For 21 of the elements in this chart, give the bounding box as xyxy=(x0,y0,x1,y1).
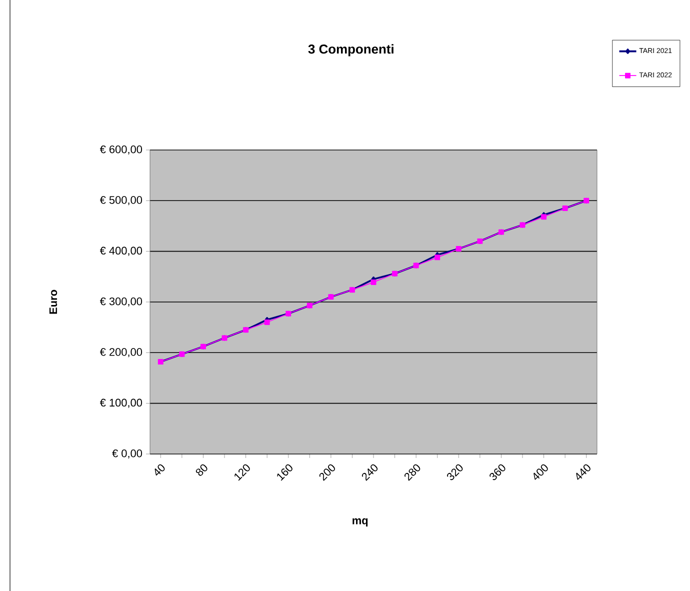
x-tick-label: 360 xyxy=(490,464,506,480)
x-tick-label: 200 xyxy=(319,464,335,481)
x-tick-label: 280 xyxy=(404,464,420,481)
y-tick-label: € 300,00 xyxy=(100,297,142,307)
y-tick-label: € 0,00 xyxy=(112,449,142,459)
x-axis-title: mq xyxy=(352,518,368,526)
x-tick-label: 120 xyxy=(234,464,250,481)
y-tick-label: € 500,00 xyxy=(100,196,142,206)
y-axis-title: Euro xyxy=(49,290,58,314)
x-tick-label: 40 xyxy=(154,464,165,476)
x-tick-label: 400 xyxy=(534,464,548,480)
y-tick-label: € 200,00 xyxy=(100,348,142,358)
x-tick-label: 80 xyxy=(196,464,208,476)
y-tick-label: € 600,00 xyxy=(100,145,142,155)
x-tick-label: 160 xyxy=(277,464,292,481)
x-tick-label: 440 xyxy=(576,464,590,480)
y-tick-label: € 100,00 xyxy=(100,398,142,408)
x-tick-label: 240 xyxy=(362,464,378,481)
x-tick-label: 320 xyxy=(447,464,463,480)
y-tick-label: € 400,00 xyxy=(100,246,142,256)
chart-title: 3 Componenti xyxy=(308,44,394,56)
